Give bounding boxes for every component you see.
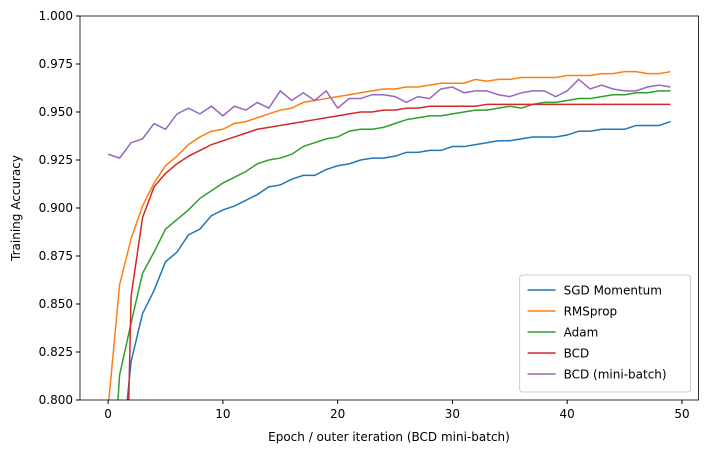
legend-label: Adam — [564, 326, 599, 340]
x-tick-label: 0 — [104, 407, 112, 421]
y-tick-label: 0.900 — [39, 201, 73, 215]
y-axis-label: Training Accuracy — [9, 155, 23, 262]
x-tick-label: 20 — [330, 407, 345, 421]
series-line — [126, 120, 671, 400]
x-axis-label: Epoch / outer iteration (BCD mini-batch) — [268, 430, 510, 444]
y-tick-label: 0.950 — [39, 105, 73, 119]
legend-label: SGD Momentum — [564, 284, 662, 298]
y-tick-label: 0.850 — [39, 297, 73, 311]
y-tick-label: 0.975 — [39, 57, 73, 71]
series-line — [117, 90, 671, 400]
x-tick-label: 40 — [560, 407, 575, 421]
series-line — [128, 103, 671, 400]
y-tick-label: 0.875 — [39, 249, 73, 263]
y-tick-label: 1.000 — [39, 9, 73, 23]
legend-label: RMSprop — [564, 305, 618, 319]
x-tick-label: 10 — [215, 407, 230, 421]
plot-lines — [107, 70, 671, 400]
legend-box — [519, 274, 692, 393]
y-tick-label: 0.925 — [39, 153, 73, 167]
legend-label: BCD (mini-batch) — [564, 368, 667, 382]
y-tick-label: 0.800 — [39, 393, 73, 407]
series-line — [107, 78, 671, 159]
legend-label: BCD — [564, 347, 590, 361]
y-tick-label: 0.825 — [39, 345, 73, 359]
x-tick-label: 50 — [674, 407, 689, 421]
x-tick-label: 30 — [445, 407, 460, 421]
plot-frame — [79, 15, 699, 401]
series-line — [108, 70, 671, 400]
